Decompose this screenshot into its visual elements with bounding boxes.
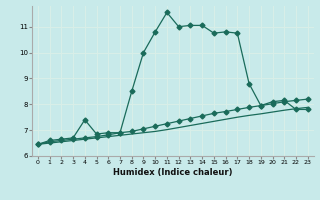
X-axis label: Humidex (Indice chaleur): Humidex (Indice chaleur) — [113, 168, 233, 177]
